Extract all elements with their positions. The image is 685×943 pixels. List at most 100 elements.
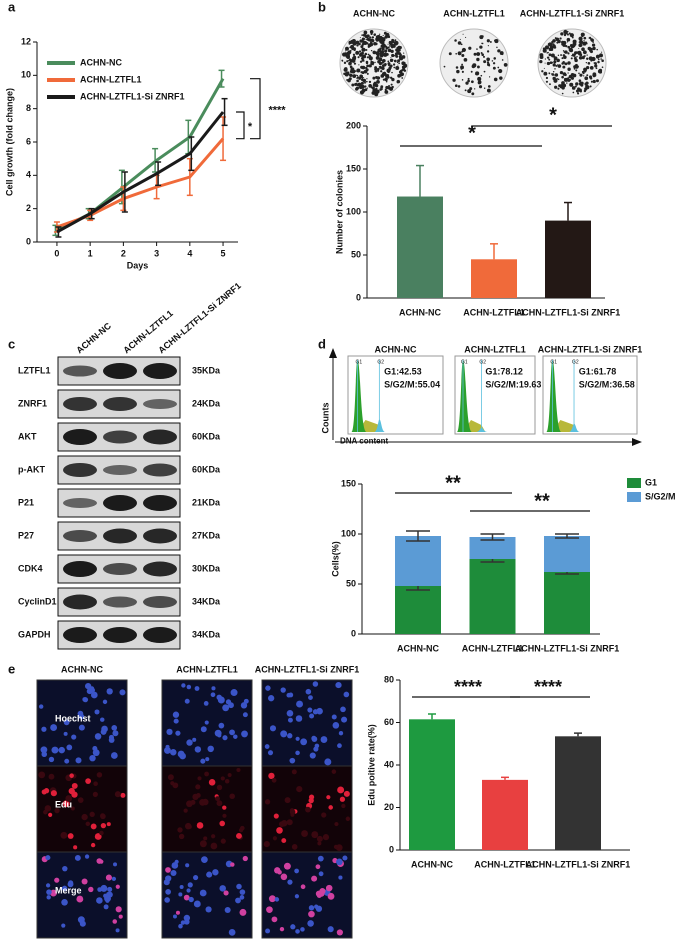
blot-band [63,429,97,445]
nucleus [181,683,186,688]
image-row-label: Edu [55,799,72,809]
legend-swatch [627,492,641,502]
protein-label: CDK4 [18,563,43,573]
colony [391,38,395,42]
protein-label: P21 [18,497,34,507]
nucleus [291,844,298,850]
nucleus [263,841,270,848]
nucleus [314,904,319,909]
colony [543,71,548,76]
blot-band [63,463,97,477]
nucleus [233,734,238,739]
panel-label: b [318,0,326,14]
y-tick-label: 10 [21,70,31,80]
colony [362,33,367,37]
colony [572,73,577,78]
colony [581,70,585,74]
significance-label: **** [454,677,482,697]
nucleus [210,842,218,850]
nucleus [335,681,342,689]
colony [394,54,396,57]
colony [594,62,597,65]
nucleus [342,855,348,861]
nucleus [287,717,293,723]
colony [403,63,408,68]
colony [475,71,480,76]
nucleus [100,813,106,820]
colony [459,38,461,40]
nucleus [280,730,288,738]
y-tick-label: 200 [346,120,361,130]
colony [470,80,474,84]
nucleus [269,725,277,732]
colony [582,50,587,55]
nucleus [224,778,230,784]
colony [401,55,406,59]
colony [350,39,355,44]
colony [366,38,368,41]
nucleus [192,737,197,742]
y-tick-label: 0 [356,292,361,302]
nucleus [105,898,110,903]
colony [352,53,356,56]
blot-band [63,594,97,610]
colony [575,53,577,55]
colony [550,53,555,58]
dish [439,28,509,98]
nucleus [82,697,88,702]
colony [396,51,400,55]
colony [539,55,544,60]
protein-label: P27 [18,530,34,540]
nucleus [62,865,68,872]
nucleus [175,730,181,736]
bar [482,779,528,850]
colony [476,52,481,56]
colony [367,45,371,48]
colony [398,62,401,65]
nucleus [315,864,321,870]
colony [384,90,389,94]
nucleus [180,920,186,925]
nucleus [177,750,185,758]
colony [548,58,551,61]
colony [567,77,569,79]
x-tick-label: 1 [88,248,93,258]
nucleus [205,757,210,762]
colony [587,62,591,65]
nucleus [96,772,103,778]
colony [486,57,490,62]
colony [364,88,368,92]
colony [592,79,596,84]
colony [461,50,464,53]
colony [568,32,571,35]
colony [358,64,360,66]
colony [477,81,481,85]
colony [488,76,491,78]
colony [374,33,376,35]
nucleus [54,807,60,814]
y-tick-label: 50 [351,249,361,259]
nucleus [165,867,171,873]
nucleus [338,731,344,736]
colony [574,55,576,58]
nucleus [101,725,108,733]
colony [589,85,592,88]
y-axis-label: Cells(%) [330,541,340,577]
colony [360,45,364,49]
colony [488,64,491,67]
colony [370,42,373,44]
colony [455,52,458,55]
colony [588,37,590,39]
colony [477,76,482,82]
colony [366,78,368,80]
protein-label: CyclinD1 [18,596,57,606]
nucleus [38,771,46,779]
nucleus [305,806,311,813]
nucleus [46,889,52,895]
colony [369,36,372,39]
colony [358,50,362,53]
colony [369,38,373,42]
nucleus [267,750,274,756]
colony [349,46,351,49]
